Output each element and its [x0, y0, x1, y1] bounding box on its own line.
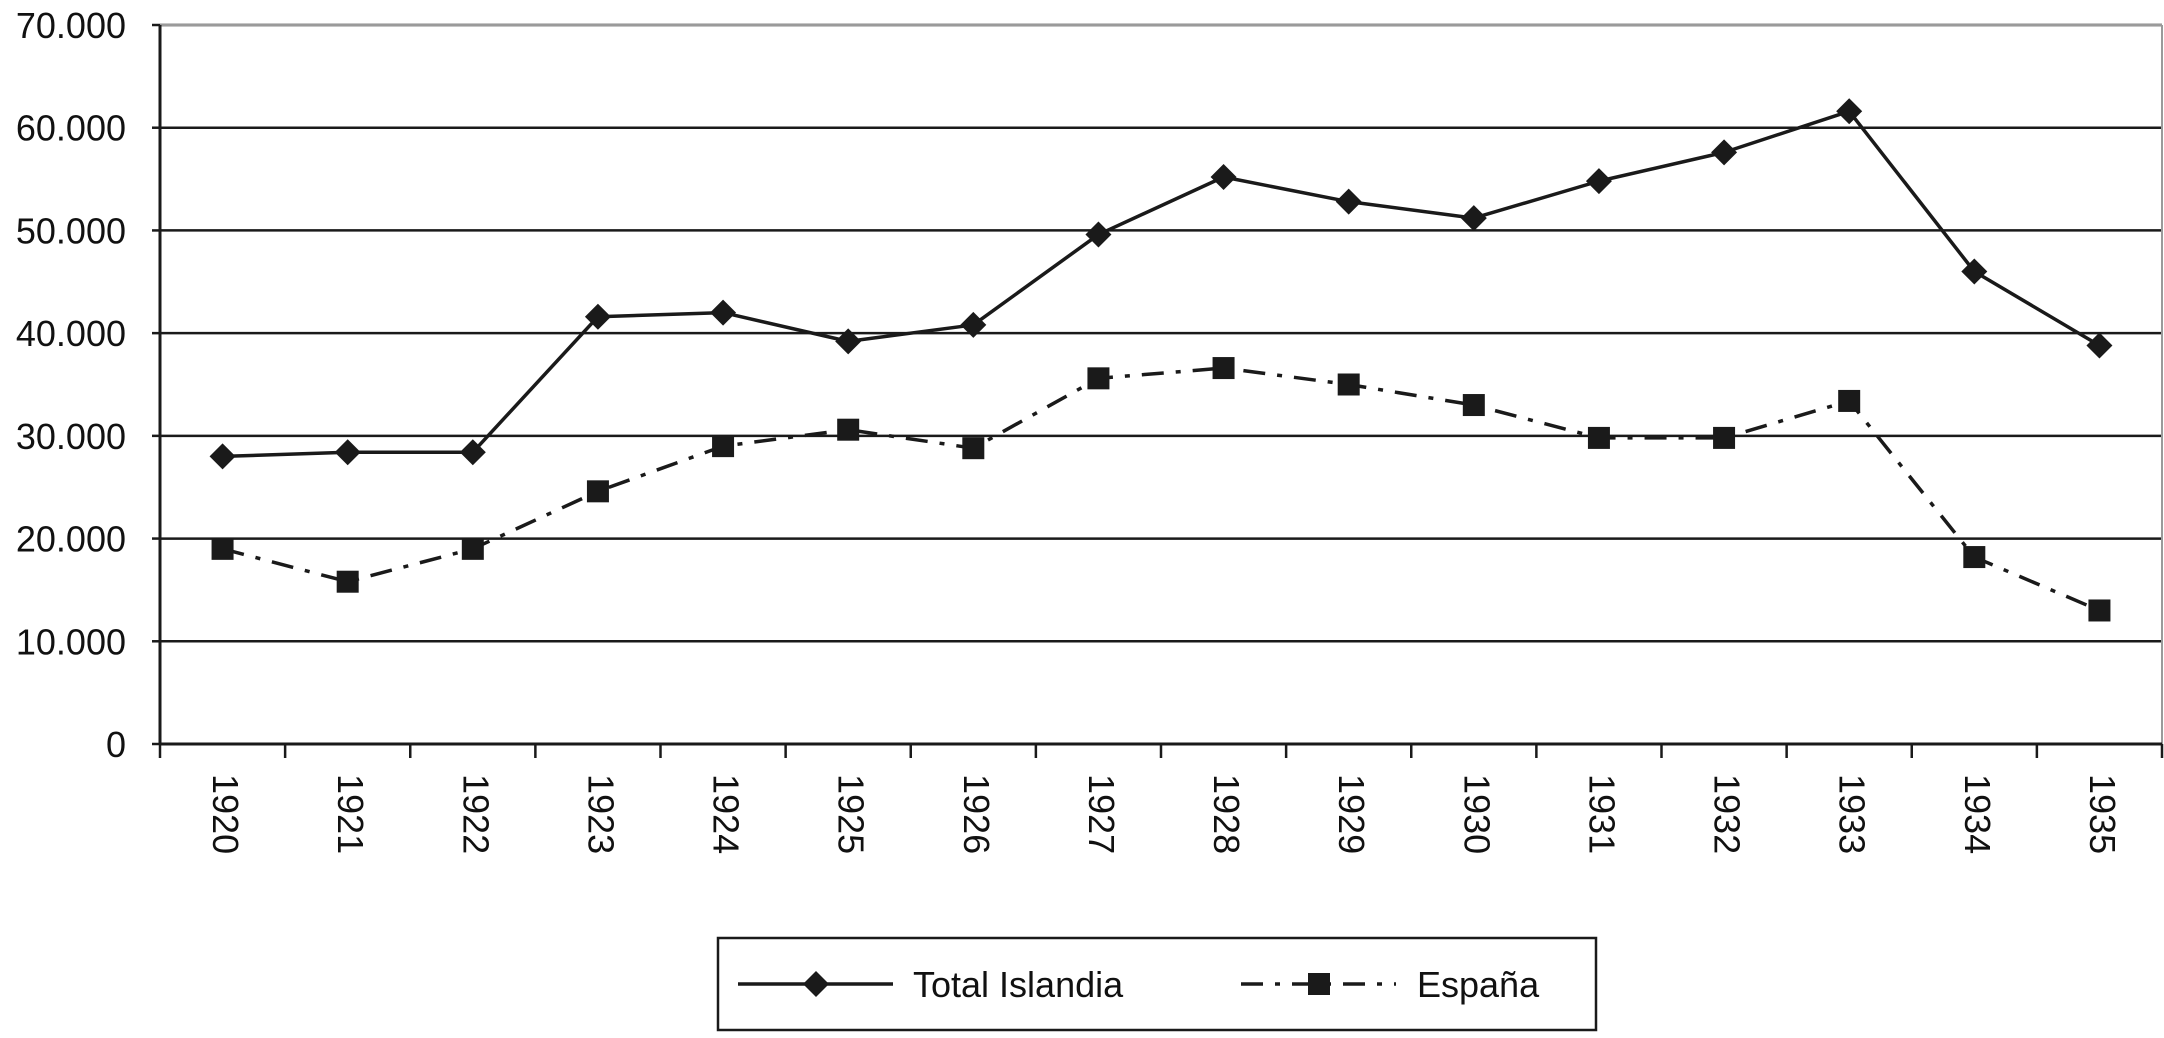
y-tick-label: 70.000	[16, 5, 126, 46]
data-point	[586, 480, 609, 503]
data-point	[459, 439, 486, 466]
series-markers	[209, 98, 2113, 622]
legend-marker	[803, 971, 829, 997]
data-point	[962, 437, 985, 460]
data-point	[334, 439, 361, 466]
x-tick-label: 1934	[1957, 774, 1998, 854]
x-tick-label: 1925	[831, 774, 872, 854]
legend-label: España	[1417, 964, 1540, 1005]
x-tick-label: 1923	[580, 774, 621, 854]
data-point	[1460, 205, 1487, 232]
data-point	[710, 299, 737, 326]
data-point	[1087, 367, 1110, 390]
x-tick-label: 1927	[1081, 774, 1122, 854]
y-tick-label: 60.000	[16, 108, 126, 149]
data-point	[1210, 164, 1237, 191]
data-point	[211, 537, 234, 560]
x-tick-label: 1920	[205, 774, 246, 854]
x-tick-label: 1930	[1456, 774, 1497, 854]
y-tick-label: 20.000	[16, 519, 126, 560]
data-point	[1713, 426, 1736, 449]
data-point	[1085, 221, 1112, 248]
data-point	[1337, 373, 1360, 396]
y-tick-label: 10.000	[16, 621, 126, 662]
series-lines	[222, 109, 2101, 613]
data-point	[835, 328, 862, 355]
series-line-total-islandia	[222, 109, 2101, 459]
data-point	[1587, 426, 1610, 449]
series-line-espana	[222, 366, 2101, 613]
legend: Total Islandia España	[716, 936, 1598, 1032]
data-point	[2086, 332, 2113, 359]
legend-marker	[1308, 973, 1330, 995]
x-tick-label: 1932	[1707, 774, 1748, 854]
y-tick-label: 50.000	[16, 210, 126, 251]
data-point	[1963, 546, 1986, 569]
data-point	[2088, 599, 2111, 622]
data-point	[584, 303, 611, 330]
x-tick-label: 1935	[2082, 774, 2123, 854]
y-tick-label: 40.000	[16, 313, 126, 354]
data-point	[1335, 188, 1362, 215]
data-point	[1585, 168, 1612, 195]
gridlines	[160, 23, 2162, 643]
x-tick-label: 1933	[1832, 774, 1873, 854]
x-axis-tick-labels: 1920 1921 1922 1923 1924 1925 1926 1927 1928 1929…	[205, 774, 2123, 854]
x-tick-label: 1921	[330, 774, 371, 854]
y-tick-label: 0	[106, 724, 126, 765]
data-point	[712, 435, 735, 458]
data-point	[1711, 139, 1738, 166]
y-tick-label: 30.000	[16, 416, 126, 457]
data-point	[1838, 389, 1861, 412]
x-tick-label: 1931	[1581, 774, 1622, 854]
data-point	[1462, 394, 1485, 417]
legend-label: Total Islandia	[913, 964, 1124, 1005]
x-tick-label: 1922	[455, 774, 496, 854]
data-point	[1961, 258, 1988, 285]
data-point	[837, 418, 860, 441]
data-point	[336, 570, 359, 593]
x-tick-label: 1928	[1206, 774, 1247, 854]
axes	[152, 23, 2164, 758]
x-tick-label: 1926	[956, 774, 997, 854]
data-point	[461, 537, 484, 560]
data-point	[1836, 98, 1863, 125]
data-point	[960, 311, 987, 338]
y-axis-tick-labels: 0 10.000 20.000 30.000 40.000 50.000 60.000 70.…	[16, 5, 126, 765]
x-tick-label: 1929	[1331, 774, 1372, 854]
data-point	[1212, 357, 1235, 380]
data-point	[209, 443, 236, 470]
x-tick-label: 1924	[706, 774, 747, 854]
